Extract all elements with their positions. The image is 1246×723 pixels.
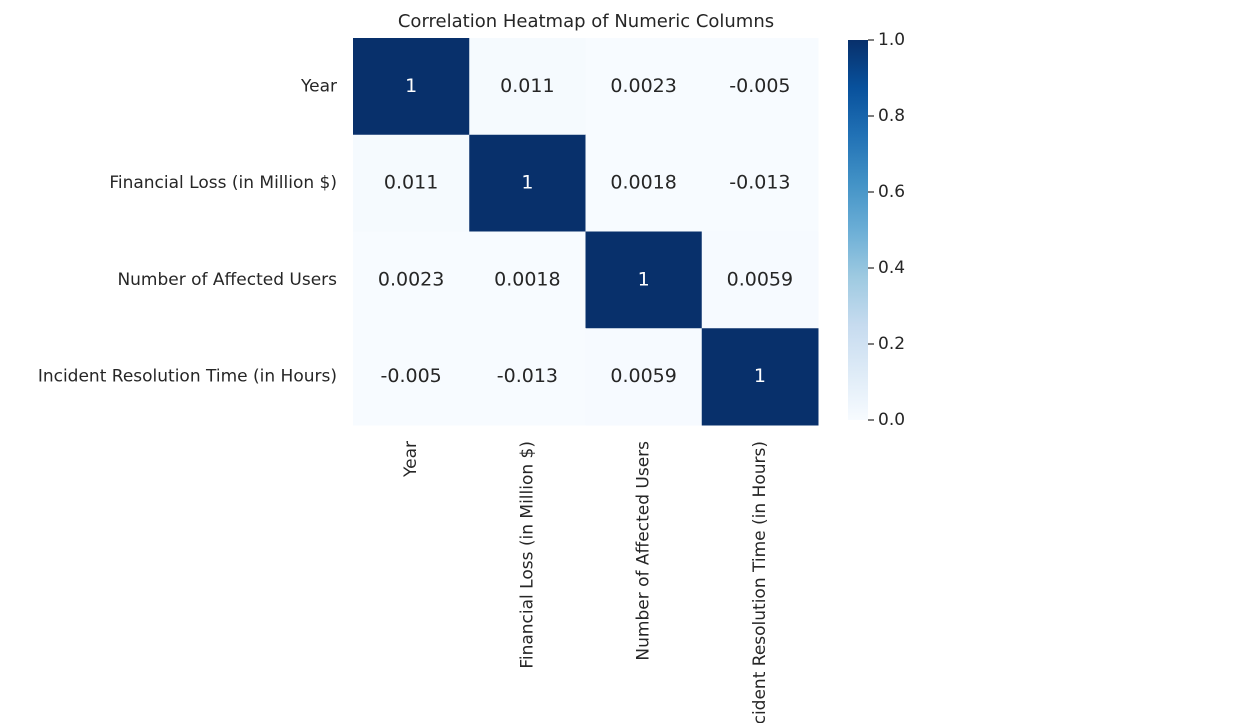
colorbar-tick-label: 1.0 <box>878 30 905 50</box>
cell-label: -0.013 <box>729 172 790 194</box>
x-tick-label: Year <box>401 441 421 478</box>
cell-label: 0.0023 <box>378 268 444 290</box>
y-tick-label: Number of Affected Users <box>117 270 337 290</box>
colorbar <box>848 40 868 420</box>
cell <box>353 328 470 426</box>
chart-title: Correlation Heatmap of Numeric Columns <box>398 11 774 32</box>
cell <box>585 38 703 136</box>
colorbar-tick-label: 0.0 <box>878 410 905 430</box>
cell <box>469 231 586 329</box>
x-tick-label: Number of Affected Users <box>634 441 654 661</box>
y-tick-label: Incident Resolution Time (in Hours) <box>38 367 337 387</box>
cell-label: 1 <box>754 365 766 387</box>
cell-label: 0.0023 <box>610 75 676 97</box>
cell <box>469 38 586 136</box>
cell <box>353 231 470 329</box>
cell-label: 1 <box>405 75 417 97</box>
cell-label: 0.0018 <box>610 172 676 194</box>
cell <box>701 38 819 136</box>
colorbar-tick-label: 0.6 <box>878 182 905 202</box>
colorbar-tick-label: 0.2 <box>878 334 905 354</box>
cell <box>353 134 470 232</box>
y-tick-label: Financial Loss (in Million $) <box>109 173 337 193</box>
colorbar-tick-label: 0.8 <box>878 106 905 126</box>
cell-label: -0.005 <box>381 365 442 387</box>
cell-label: 1 <box>521 172 533 194</box>
cell-label: 0.0018 <box>494 268 560 290</box>
cell-label: 0.0059 <box>610 365 676 387</box>
x-tick-label: Incident Resolution Time (in Hours) <box>750 441 770 723</box>
cell-label: 1 <box>638 268 650 290</box>
x-tick-label: Financial Loss (in Million $) <box>517 441 537 669</box>
cell <box>701 231 819 329</box>
cell <box>353 38 470 136</box>
cell-label: 0.0059 <box>727 268 793 290</box>
colorbar-tick-label: 0.4 <box>878 258 905 278</box>
cell <box>469 134 586 232</box>
cell <box>585 328 703 426</box>
cell-label: 0.011 <box>500 75 554 97</box>
cell-label: -0.005 <box>729 75 790 97</box>
cell <box>585 231 703 329</box>
cell <box>585 134 703 232</box>
cell <box>701 328 819 426</box>
cell-label: -0.013 <box>497 365 558 387</box>
cell-label: 0.011 <box>384 172 438 194</box>
cell <box>701 134 819 232</box>
cell <box>469 328 586 426</box>
y-tick-label: Year <box>300 76 337 96</box>
